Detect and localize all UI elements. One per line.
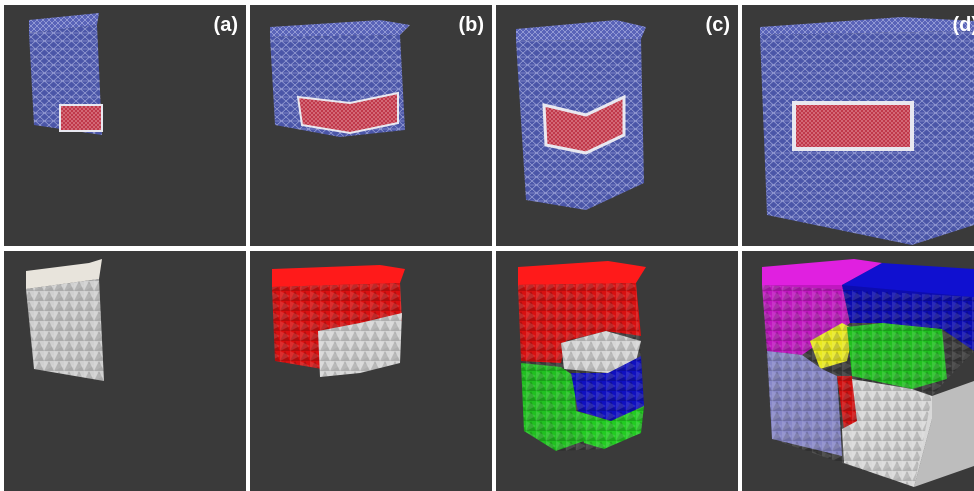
partition-top-face <box>518 261 646 285</box>
mesh-top-face <box>516 20 646 41</box>
panel-label-c: (c) <box>705 14 730 36</box>
partition-side-face <box>914 381 974 487</box>
partition-panel-d <box>742 251 974 491</box>
partition-texture <box>26 279 104 381</box>
mesh-inner-region <box>792 101 914 151</box>
mesh-inner-region <box>296 91 399 135</box>
partition-view-c <box>518 261 646 451</box>
mesh-panel-c: (c) <box>496 5 738 246</box>
partition-top-face <box>762 259 882 285</box>
mesh-panel-b: (b) <box>250 5 492 246</box>
mesh-panel-a: (a) <box>4 5 246 246</box>
partition-texture <box>318 313 402 377</box>
partition-top-face <box>272 265 405 287</box>
panel-label-b: (b) <box>458 14 484 36</box>
partition-texture <box>272 283 402 369</box>
mesh-view-c <box>516 20 646 210</box>
mesh-panel-d: (d) <box>742 5 974 246</box>
partition-view-a <box>26 259 104 381</box>
partition-panel-c <box>496 251 738 491</box>
mesh-top-face <box>760 17 974 35</box>
panel-label-a: (a) <box>213 14 238 36</box>
mesh-top-face <box>270 20 410 37</box>
partition-panel-a <box>4 251 246 491</box>
mesh-view-d <box>760 17 974 245</box>
mesh-view-b <box>270 20 410 137</box>
panel-label-d: (d) <box>952 14 974 36</box>
partition-panel-b <box>250 251 492 491</box>
mesh-view-a <box>29 13 103 135</box>
partition-texture <box>762 285 974 487</box>
mesh-inner-region <box>59 104 103 132</box>
partition-view-d <box>762 259 974 487</box>
partition-top-face <box>26 259 102 289</box>
mesh-inner-region <box>542 94 626 155</box>
partition-texture <box>518 283 644 451</box>
partition-view-b <box>272 265 405 377</box>
mesh-top-face <box>29 13 99 33</box>
